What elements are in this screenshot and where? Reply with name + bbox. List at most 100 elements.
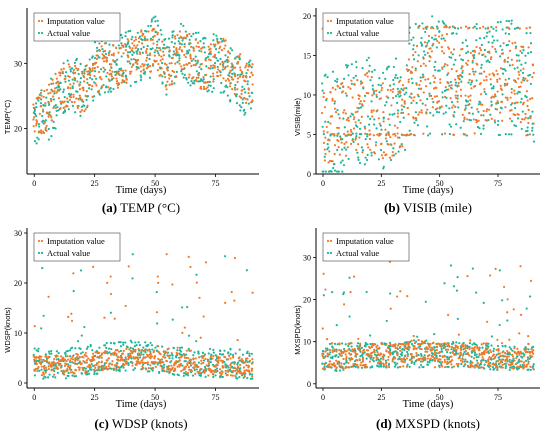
data-point: [337, 355, 340, 359]
data-point: [246, 350, 249, 353]
data-point: [70, 67, 74, 70]
data-point: [428, 92, 431, 95]
legend-marker: [326, 239, 330, 243]
data-point: [145, 368, 148, 371]
data-point: [63, 364, 67, 367]
data-point: [67, 63, 70, 66]
data-point: [399, 144, 402, 148]
data-point: [47, 138, 50, 141]
legend-marker: [37, 19, 41, 23]
data-point: [203, 365, 207, 369]
y-tick-label: 10: [14, 329, 22, 338]
data-point: [145, 59, 148, 62]
data-point: [130, 49, 133, 52]
data-point: [143, 348, 147, 351]
data-point: [93, 372, 96, 376]
data-point: [74, 111, 77, 114]
data-point: [38, 359, 41, 362]
data-point: [412, 44, 415, 47]
data-point: [232, 66, 235, 69]
data-point: [206, 55, 210, 58]
data-point: [496, 101, 500, 105]
data-point: [86, 365, 89, 368]
data-point: [471, 54, 474, 57]
data-point: [488, 50, 491, 53]
data-point: [64, 77, 67, 80]
data-point: [422, 132, 425, 135]
data-point: [345, 355, 348, 359]
data-point: [337, 170, 340, 173]
data-point: [181, 68, 184, 71]
data-point: [194, 363, 197, 366]
data-point: [482, 301, 485, 304]
data-point: [347, 344, 350, 348]
data-point: [371, 94, 374, 97]
data-point: [434, 34, 437, 37]
data-point: [222, 37, 225, 40]
data-point: [406, 363, 409, 366]
data-point: [522, 46, 525, 49]
data-point: [343, 146, 346, 149]
data-point: [435, 342, 439, 346]
data-point: [483, 352, 486, 356]
data-point: [154, 49, 157, 52]
data-point: [47, 102, 51, 105]
data-point: [33, 374, 36, 377]
data-point: [48, 352, 51, 355]
data-point: [519, 265, 522, 268]
data-point: [387, 355, 390, 358]
data-point: [166, 367, 169, 371]
data-point: [403, 148, 407, 151]
data-point: [405, 64, 408, 67]
data-point: [246, 360, 249, 363]
data-point: [471, 112, 474, 115]
data-point: [160, 61, 164, 65]
data-point: [68, 98, 72, 102]
data-point: [189, 358, 192, 361]
data-point: [385, 132, 388, 135]
data-point: [394, 76, 397, 79]
data-point: [243, 375, 246, 378]
data-point: [151, 38, 154, 41]
data-point: [442, 37, 445, 40]
data-point: [491, 35, 494, 38]
data-point: [33, 106, 37, 109]
data-point: [113, 353, 116, 356]
data-point: [139, 52, 142, 56]
data-point: [488, 61, 491, 64]
data-point: [209, 355, 213, 358]
data-point: [393, 343, 397, 346]
data-point: [180, 65, 183, 68]
data-point: [370, 75, 373, 79]
data-point: [37, 350, 40, 353]
data-point: [416, 93, 419, 96]
data-point: [156, 275, 159, 278]
data-point: [469, 94, 472, 97]
data-point: [121, 341, 125, 344]
data-point: [241, 72, 244, 75]
data-point: [347, 86, 350, 89]
data-point: [67, 79, 71, 82]
data-point: [197, 72, 200, 76]
data-point: [363, 163, 367, 166]
data-point: [224, 364, 227, 367]
data-point: [183, 43, 186, 46]
data-point: [86, 78, 89, 81]
data-point: [410, 38, 413, 42]
data-point: [93, 70, 97, 73]
data-point: [146, 54, 149, 57]
data-point: [354, 111, 357, 114]
data-point: [352, 76, 355, 79]
data-point: [387, 118, 390, 121]
data-point: [108, 362, 111, 365]
data-point: [145, 51, 148, 54]
data-point: [98, 355, 102, 358]
data-point: [417, 95, 420, 98]
data-point: [345, 361, 348, 364]
data-point: [381, 82, 384, 85]
data-point: [89, 343, 92, 347]
data-point: [517, 54, 520, 57]
data-point: [438, 35, 441, 38]
data-point: [435, 110, 439, 114]
data-point: [39, 102, 43, 105]
